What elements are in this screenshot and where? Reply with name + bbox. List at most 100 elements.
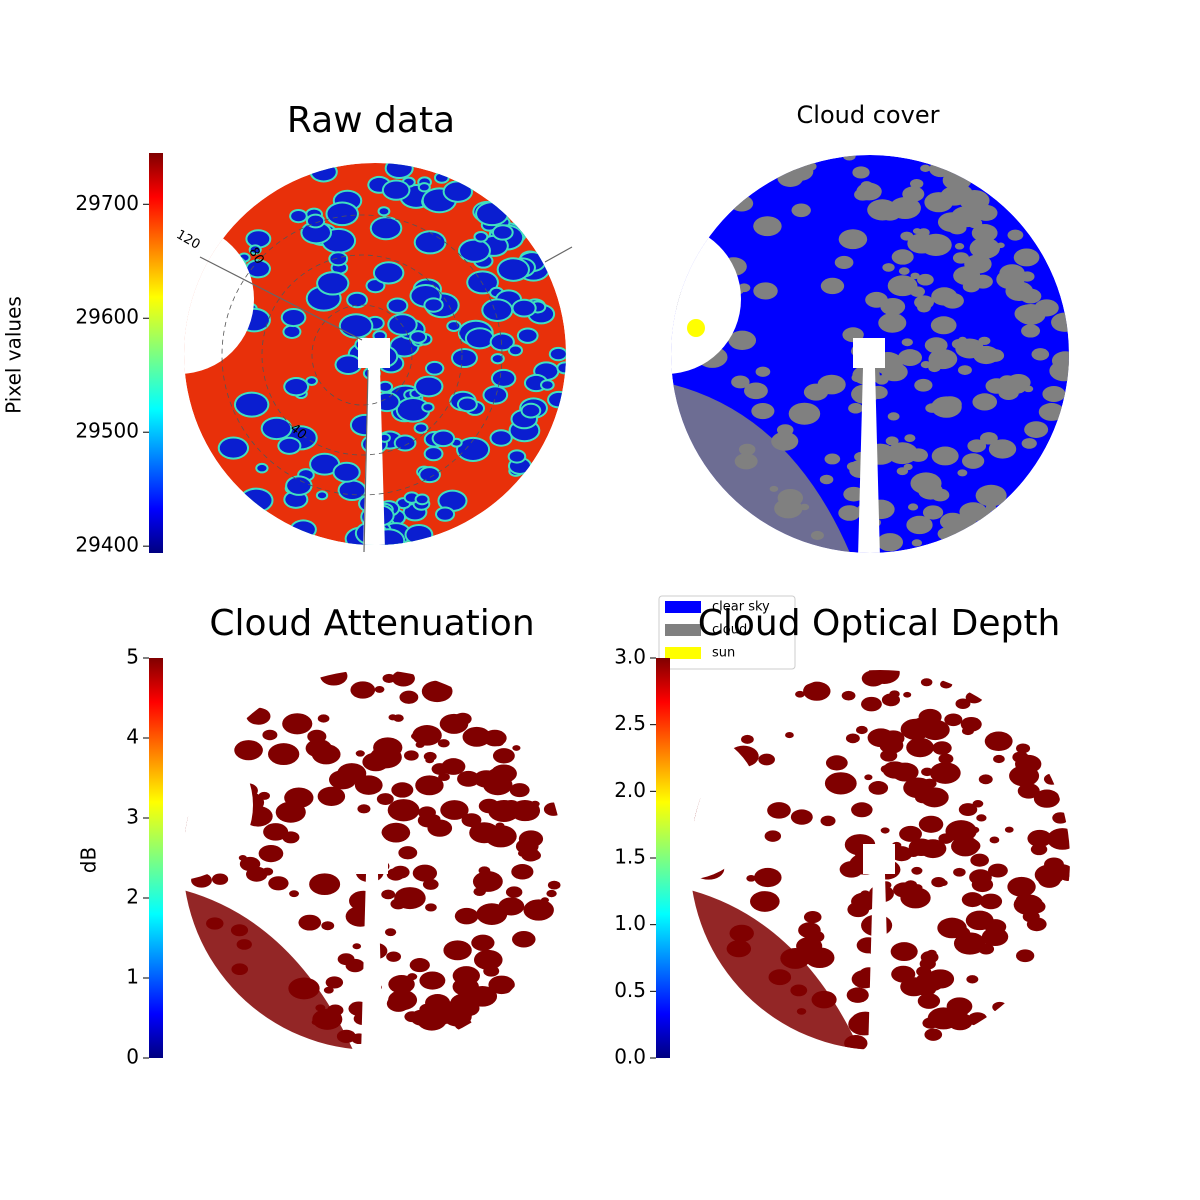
image-blob xyxy=(492,748,515,764)
polar-label: 120 xyxy=(173,227,202,252)
image-blob xyxy=(309,873,341,896)
image-blob xyxy=(1016,303,1046,325)
image-blob xyxy=(477,203,508,225)
image-blob xyxy=(367,280,384,292)
image-blob xyxy=(411,732,422,740)
image-blob xyxy=(882,263,895,272)
image-blob xyxy=(920,164,931,173)
image-blob xyxy=(843,486,865,502)
image-blob xyxy=(961,892,984,908)
image-blob xyxy=(861,670,885,687)
image-blob xyxy=(785,732,794,739)
image-blob xyxy=(317,492,327,499)
image-blob xyxy=(291,210,306,222)
image-blob xyxy=(933,769,953,783)
image-blob xyxy=(493,226,512,239)
colorbar-tick-label: 29400 xyxy=(75,533,139,557)
image-blob xyxy=(900,977,928,997)
image-blob xyxy=(488,975,515,995)
image-blob xyxy=(386,163,412,178)
sky-image xyxy=(184,163,566,545)
image-blob xyxy=(978,336,991,346)
polar-grid xyxy=(311,304,413,406)
image-blob xyxy=(416,377,442,396)
image-blob xyxy=(938,396,962,413)
image-blob xyxy=(488,800,520,822)
image-blob xyxy=(1038,403,1065,421)
image-blob xyxy=(924,337,948,354)
image-blob xyxy=(388,974,415,994)
image-blob xyxy=(262,418,291,439)
image-blob xyxy=(960,716,982,732)
image-blob xyxy=(918,815,944,833)
image-blob xyxy=(1007,229,1024,241)
image-blob xyxy=(374,263,403,283)
image-blob xyxy=(546,889,557,898)
image-blob xyxy=(425,903,437,912)
image-blob xyxy=(1051,312,1069,332)
image-blob xyxy=(750,891,780,912)
image-blob xyxy=(505,886,523,898)
image-blob xyxy=(211,873,229,885)
image-blob xyxy=(485,767,513,787)
image-blob xyxy=(369,746,402,769)
image-blob xyxy=(914,378,933,392)
image-blob xyxy=(758,753,775,766)
image-blob xyxy=(932,741,952,755)
image-blob xyxy=(843,155,856,161)
image-blob xyxy=(472,871,503,892)
image-blob xyxy=(852,166,870,179)
image-blob xyxy=(406,525,432,544)
image-blob xyxy=(404,1011,420,1023)
colorbar-tick-label: 0.5 xyxy=(614,978,646,1002)
image-blob xyxy=(1024,421,1049,438)
image-blob xyxy=(903,691,912,698)
image-blob xyxy=(282,831,300,844)
image-blob xyxy=(824,772,857,795)
image-blob xyxy=(728,330,757,351)
image-blob xyxy=(1015,743,1031,754)
image-blob xyxy=(374,332,386,340)
image-blob xyxy=(468,272,497,293)
image-blob xyxy=(897,349,922,367)
image-blob xyxy=(385,928,397,937)
colorbar-label: dB xyxy=(77,847,101,873)
image-mask xyxy=(858,368,880,553)
image-blob xyxy=(454,712,472,726)
image-blob xyxy=(434,995,443,1002)
image-blob xyxy=(509,783,530,798)
image-blob xyxy=(441,758,466,775)
image-blob xyxy=(907,233,937,254)
image-blob xyxy=(969,237,1000,259)
image-blob xyxy=(443,940,472,961)
image-blob xyxy=(484,825,517,848)
image-blob xyxy=(926,969,955,989)
image-blob xyxy=(970,853,989,867)
image-blob xyxy=(317,714,330,723)
image-blob xyxy=(388,714,398,721)
panel-title: Cloud Optical Depth xyxy=(698,603,1061,644)
image-blob xyxy=(491,334,513,350)
colorbar-tick-label: 3 xyxy=(126,805,139,829)
image-blob xyxy=(998,385,1019,401)
image-blob xyxy=(415,775,444,796)
image-blob xyxy=(327,203,357,225)
image-blob xyxy=(390,898,406,910)
image-blob xyxy=(767,802,791,819)
image-blob xyxy=(250,246,260,253)
image-blob xyxy=(247,261,269,277)
image-blob xyxy=(885,436,899,446)
image-blob xyxy=(543,802,563,816)
image-blob xyxy=(904,434,916,442)
image-blob xyxy=(959,502,987,522)
colorbar-tick-label: 29700 xyxy=(75,191,139,215)
colorbar-tick-label: 2.5 xyxy=(614,711,646,735)
colorbar-tick-label: 0.0 xyxy=(614,1045,646,1069)
image-blob xyxy=(744,382,768,400)
image-blob xyxy=(731,375,750,389)
image-blob xyxy=(498,897,525,916)
image-blob xyxy=(547,880,561,890)
legend-label: cloud xyxy=(712,623,747,638)
image-blob xyxy=(957,469,968,477)
image-blob xyxy=(234,740,263,761)
